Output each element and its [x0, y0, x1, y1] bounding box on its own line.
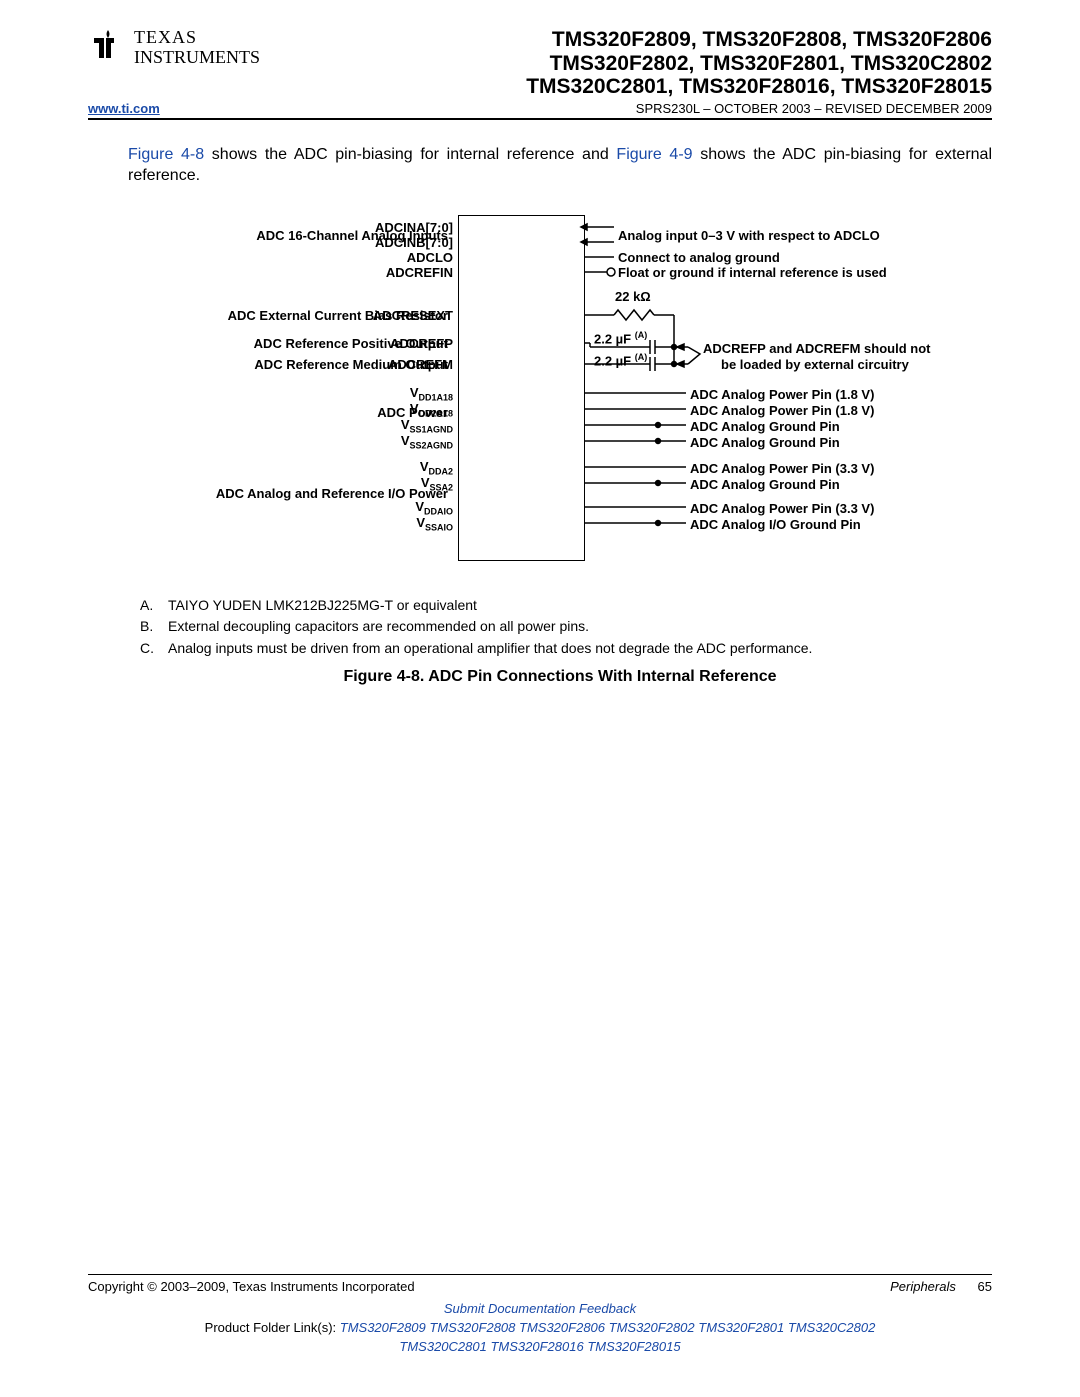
- figure-wires: [128, 209, 958, 579]
- note-c-label: C.: [140, 638, 168, 660]
- logo-line2: INSTRUMENTS: [134, 48, 260, 68]
- subheader: www.ti.com SPRS230L – OCTOBER 2003 – REV…: [88, 101, 992, 120]
- part-numbers: TMS320F2809, TMS320F2808, TMS320F2806 TM…: [526, 28, 992, 99]
- figure-4-8-link[interactable]: Figure 4-8: [128, 146, 204, 163]
- product-link[interactable]: TMS320F2809: [340, 1320, 426, 1335]
- parts-line1: TMS320F2809, TMS320F2808, TMS320F2806: [526, 28, 992, 52]
- product-link[interactable]: TMS320F2806: [519, 1320, 605, 1335]
- note-b: External decoupling capacitors are recom…: [168, 616, 589, 638]
- parts-line2: TMS320F2802, TMS320F2801, TMS320C2802: [526, 52, 992, 76]
- page-number: 65: [978, 1279, 992, 1294]
- logo-line1: TEXAS: [134, 28, 260, 48]
- url-link[interactable]: www.ti.com: [88, 101, 160, 116]
- product-link[interactable]: TMS320F2802: [609, 1320, 695, 1335]
- figure-4-8: ADC 16-Channel Analog Inputs ADC Externa…: [128, 209, 958, 579]
- logo: TEXAS INSTRUMENTS: [88, 28, 260, 68]
- section-name: Peripherals: [890, 1279, 956, 1294]
- parts-line3: TMS320C2801, TMS320F28016, TMS320F28015: [526, 75, 992, 99]
- figure-caption: Figure 4-8. ADC Pin Connections With Int…: [128, 668, 992, 686]
- ti-logo-icon: [88, 28, 128, 68]
- product-link[interactable]: TMS320F28016: [490, 1339, 583, 1354]
- header-row: TEXAS INSTRUMENTS TMS320F2809, TMS320F28…: [88, 28, 992, 99]
- doc-info: SPRS230L – OCTOBER 2003 – REVISED DECEMB…: [636, 101, 992, 116]
- note-a: TAIYO YUDEN LMK212BJ225MG-T or equivalen…: [168, 595, 477, 617]
- product-link[interactable]: TMS320F2808: [429, 1320, 515, 1335]
- footer: Copyright © 2003–2009, Texas Instruments…: [88, 1274, 992, 1357]
- product-link[interactable]: TMS320C2802: [788, 1320, 875, 1335]
- figure-4-9-link[interactable]: Figure 4-9: [616, 146, 692, 163]
- product-link[interactable]: TMS320C2801: [399, 1339, 486, 1354]
- footer-links: TMS320F2809 TMS320F2808 TMS320F2806 TMS3…: [340, 1320, 876, 1354]
- product-link[interactable]: TMS320F2801: [698, 1320, 784, 1335]
- product-link[interactable]: TMS320F28015: [587, 1339, 680, 1354]
- logo-text: TEXAS INSTRUMENTS: [134, 28, 260, 68]
- note-a-label: A.: [140, 595, 168, 617]
- feedback-link[interactable]: Submit Documentation Feedback: [444, 1301, 636, 1316]
- intro-paragraph: Figure 4-8 shows the ADC pin-biasing for…: [128, 144, 992, 187]
- figure-notes: A.TAIYO YUDEN LMK212BJ225MG-T or equival…: [140, 595, 992, 660]
- note-b-label: B.: [140, 616, 168, 638]
- intro-t1: shows the ADC pin-biasing for internal r…: [204, 146, 616, 163]
- folder-prefix: Product Folder Link(s):: [205, 1320, 340, 1335]
- copyright: Copyright © 2003–2009, Texas Instruments…: [88, 1279, 415, 1294]
- note-c: Analog inputs must be driven from an ope…: [168, 638, 812, 660]
